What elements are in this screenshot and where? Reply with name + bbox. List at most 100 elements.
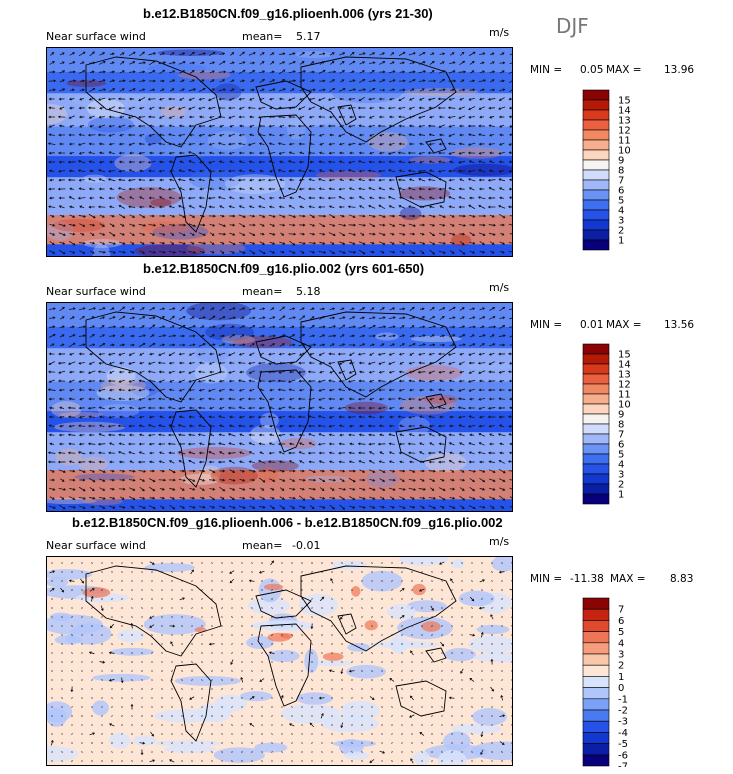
colorbar-swatch	[582, 720, 610, 733]
colorbar-tick-label: 6	[618, 186, 624, 197]
panel-3-units: m/s	[489, 535, 510, 548]
colorbar-tick-label: 5	[618, 450, 624, 461]
colorbar-tick-label: -5	[618, 739, 628, 750]
panel-1-mean-label: mean=	[242, 30, 283, 43]
colorbar-swatch	[582, 199, 610, 211]
colorbar-tick-label: -4	[618, 728, 628, 739]
colorbar-swatch	[582, 463, 610, 475]
colorbar-swatch	[582, 608, 610, 621]
colorbar-tick-label: 2	[618, 226, 624, 237]
colorbar-swatch	[582, 709, 610, 722]
colorbar-swatch	[582, 642, 610, 655]
season-label: DJF	[556, 14, 589, 38]
colorbar-swatch	[582, 676, 610, 688]
colorbar-swatch	[582, 89, 610, 101]
colorbar-tick-label: 12	[618, 380, 631, 391]
colorbar-tick-label: 15	[618, 96, 631, 107]
colorbar-tick-label: 6	[618, 616, 624, 627]
colorbar-tick-label: 5	[618, 627, 624, 638]
colorbar-swatch	[582, 631, 610, 644]
colorbar-swatch	[582, 597, 610, 610]
colorbar-tick-label: 3	[618, 216, 624, 227]
panel-1-variable: Near surface wind	[46, 30, 146, 43]
colorbar-tick-label: 1	[618, 490, 624, 501]
colorbar-swatch	[582, 413, 610, 425]
colorbar-tick-label: 4	[618, 638, 624, 649]
colorbar-tick-label: 2	[618, 480, 624, 491]
panel-2-map	[46, 302, 513, 512]
panel-2-variable: Near surface wind	[46, 285, 146, 298]
panel-3-max: 8.83	[670, 573, 694, 585]
panel-1-min-label: MIN =	[530, 64, 563, 76]
colorbar-swatch	[582, 159, 610, 171]
colorbar-tick-label: 1	[618, 672, 624, 683]
panel-2-max-label: MAX =	[606, 319, 642, 331]
colorbar-swatch	[582, 99, 610, 111]
colorbar-swatch	[582, 109, 610, 121]
colorbar-swatch	[582, 653, 610, 666]
colorbar-tick-label: 14	[618, 106, 631, 117]
colorbar-tick-label: -7	[618, 762, 628, 768]
colorbar-tick-label: 8	[618, 420, 624, 431]
panel-3-title: b.e12.B1850CN.f09_g16.plioenh.006 - b.e1…	[72, 515, 503, 530]
panel-3-mean-label: mean=	[242, 539, 283, 552]
colorbar-swatch	[582, 189, 610, 201]
colorbar-tick-label: -1	[618, 694, 628, 705]
colorbar-tick-label: 2	[618, 661, 624, 672]
panel-3-min-label: MIN =	[530, 573, 563, 585]
colorbar-tick-label: 0	[618, 683, 624, 694]
colorbar-tick-label: 4	[618, 460, 624, 471]
colorbar-swatch	[582, 743, 610, 756]
panel-2-mean: 5.18	[296, 285, 321, 298]
colorbar-tick-label: 8	[618, 166, 624, 177]
colorbar-swatch	[582, 169, 610, 181]
colorbar-swatch	[582, 493, 610, 505]
colorbar-swatch	[582, 229, 610, 241]
colorbar-swatch	[582, 363, 610, 375]
colorbar-swatch	[582, 179, 610, 191]
panel-1-min: 0.05	[580, 64, 604, 76]
panel-3-mean: -0.01	[292, 539, 321, 552]
colorbar-tick-label: 14	[618, 360, 631, 371]
colorbar-swatch	[582, 119, 610, 131]
panel-3-variable: Near surface wind	[46, 539, 146, 552]
colorbar-tick-label: 7	[618, 430, 624, 441]
colorbar-tick-label: 13	[618, 116, 631, 127]
colorbar-swatch	[582, 664, 610, 677]
colorbar-tick-label: 10	[618, 146, 631, 157]
panel-1-mean: 5.17	[296, 30, 321, 43]
colorbar-swatch	[582, 423, 610, 435]
colorbar-tick-label: 12	[618, 126, 631, 137]
panel-1-max: 13.96	[664, 64, 695, 76]
colorbar-swatch	[582, 139, 610, 151]
colorbar-tick-label: 1	[618, 236, 624, 247]
colorbar-swatch	[582, 403, 610, 415]
colorbar-swatch	[582, 129, 610, 141]
colorbar-swatch	[582, 239, 610, 251]
colorbar-swatch	[582, 433, 610, 445]
colorbar-tick-label: 11	[618, 390, 631, 401]
panel-2-title: b.e12.B1850CN.f09_g16.plio.002 (yrs 601-…	[143, 261, 425, 276]
colorbar-swatch	[582, 343, 610, 355]
colorbar-swatch	[582, 698, 610, 711]
colorbar-tick-label: 9	[618, 410, 624, 421]
colorbar-tick-label: 3	[618, 470, 624, 481]
panel-1-map	[46, 47, 513, 257]
panel-2-max: 13.56	[664, 319, 695, 331]
colorbar-tick-label: 7	[618, 176, 624, 187]
colorbar-tick-label: 9	[618, 156, 624, 167]
colorbar-swatch	[582, 443, 610, 455]
colorbar-tick-label: 13	[618, 370, 631, 381]
colorbar-swatch	[582, 732, 610, 744]
colorbar-swatch	[582, 353, 610, 365]
colorbar-tick-label: -3	[618, 717, 628, 728]
colorbar-swatch	[582, 754, 610, 767]
colorbar-tick-label: 7	[618, 605, 624, 616]
panel-3-min: -11.38	[570, 573, 604, 585]
panel-2-units: m/s	[489, 281, 510, 294]
panel-3-max-label: MAX =	[610, 573, 646, 585]
colorbar-tick-label: 15	[618, 350, 631, 361]
